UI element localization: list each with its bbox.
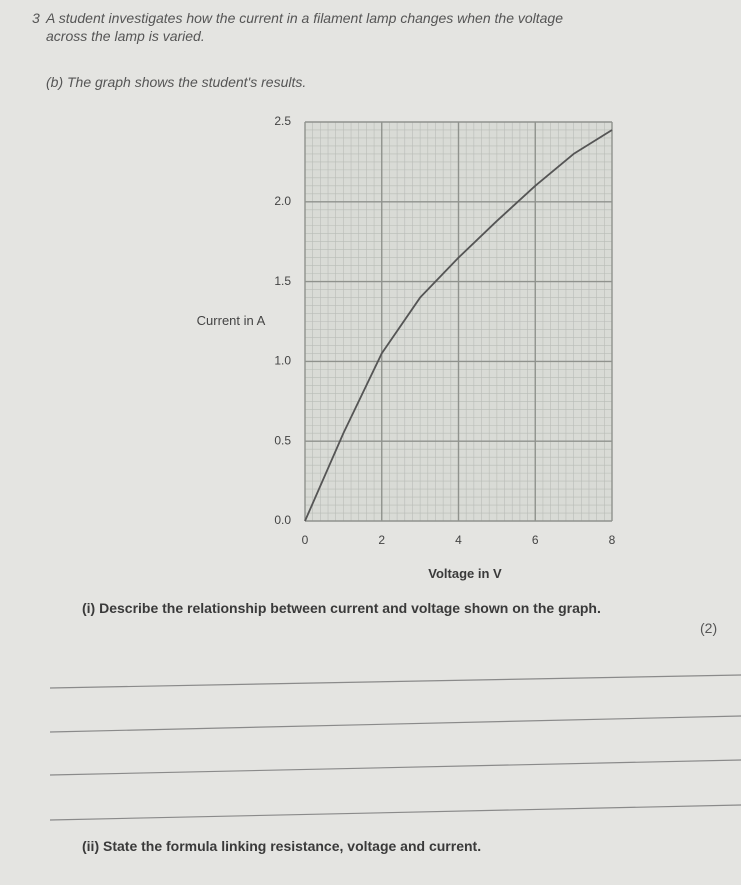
y-axis-label: Current in A bbox=[196, 313, 266, 328]
x-axis-label: Voltage in V bbox=[428, 566, 502, 581]
data-line bbox=[304, 129, 613, 522]
y-tick-label: 2.5 bbox=[274, 114, 291, 128]
part-b: (b) The graph shows the student's result… bbox=[46, 74, 307, 90]
answer-line bbox=[49, 715, 741, 733]
x-tick-label: 0 bbox=[302, 533, 309, 547]
y-tick-label: 2.0 bbox=[274, 194, 291, 208]
question-text: across the lamp is varied. bbox=[46, 28, 205, 44]
part-ii: (ii) State the formula linking resistanc… bbox=[82, 838, 482, 854]
marks: (2) bbox=[700, 620, 718, 636]
x-tick-label: 6 bbox=[532, 533, 539, 547]
y-tick-label: 0.0 bbox=[274, 513, 291, 527]
answer-line bbox=[49, 674, 741, 689]
y-tick-label: 0.5 bbox=[274, 433, 291, 447]
question-number: 3 bbox=[32, 10, 40, 26]
answer-line bbox=[49, 804, 741, 821]
x-tick-label: 4 bbox=[455, 533, 462, 547]
answer-line bbox=[49, 759, 741, 776]
x-tick-label: 2 bbox=[378, 533, 385, 547]
y-tick-label: 1.5 bbox=[274, 274, 291, 288]
answer-lines bbox=[49, 674, 741, 821]
question-text: A student investigates how the current i… bbox=[46, 10, 564, 26]
y-tick-label: 1.0 bbox=[274, 354, 291, 368]
part-i: (i) Describe the relationship between cu… bbox=[82, 600, 601, 616]
x-tick-label: 8 bbox=[609, 533, 616, 547]
